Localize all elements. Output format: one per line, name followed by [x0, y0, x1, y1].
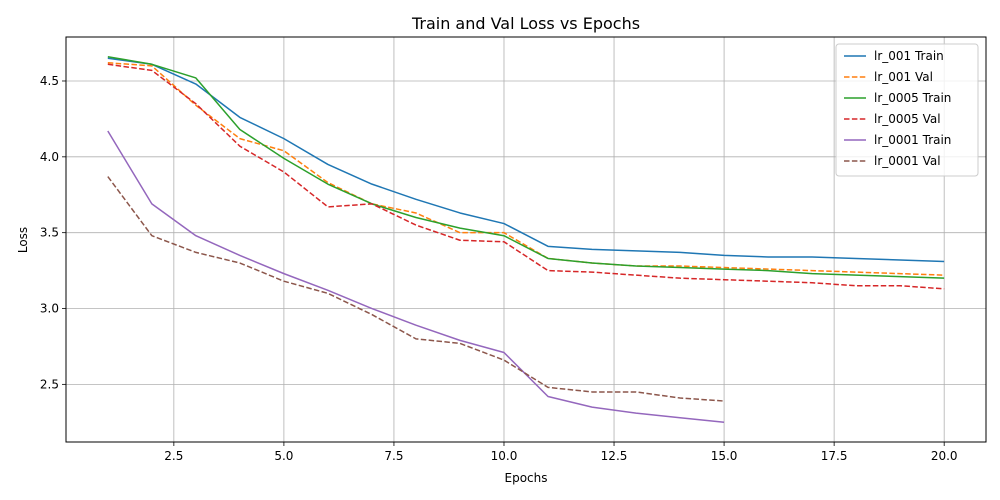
- series-line: [107, 63, 945, 290]
- chart-title: Train and Val Loss vs Epochs: [411, 14, 640, 33]
- legend-label: lr_0005 Val: [874, 112, 941, 126]
- y-tick-label: 3.0: [40, 302, 59, 316]
- series-line: [107, 55, 945, 279]
- y-tick-label: 4.5: [40, 74, 59, 88]
- x-axis-label: Epochs: [505, 471, 548, 485]
- legend: lr_001 Train lr_001 Val lr_0005 Train lr_00…: [835, 43, 979, 177]
- y-tick-label: 3.5: [40, 226, 59, 240]
- y-tick-label: 4.0: [40, 150, 59, 164]
- y-axis-ticks: 2.5 3.0 3.5 4.0 4.5: [40, 74, 66, 391]
- x-axis-ticks: 2.5 5.0 7.5 10.0 12.5 15.0 17.5 20.0: [164, 442, 958, 463]
- legend-label: lr_0001 Train: [874, 133, 951, 147]
- y-axis-label: Loss: [16, 227, 30, 253]
- y-tick-label: 2.5: [40, 377, 59, 391]
- series-line: [107, 130, 725, 424]
- x-tick-label: 2.5: [164, 449, 183, 463]
- x-tick-label: 12.5: [601, 449, 628, 463]
- legend-label: lr_0005 Train: [874, 91, 951, 105]
- legend-label: lr_001 Train: [874, 49, 944, 63]
- legend-box: [835, 43, 979, 177]
- plot-frame: [65, 36, 987, 443]
- series-lines: [107, 55, 945, 424]
- grid: [66, 37, 986, 442]
- legend-label: lr_0001 Val: [874, 154, 941, 168]
- x-tick-label: 15.0: [711, 449, 738, 463]
- x-tick-label: 17.5: [821, 449, 848, 463]
- x-tick-label: 5.0: [274, 449, 293, 463]
- x-tick-label: 7.5: [384, 449, 403, 463]
- x-tick-label: 20.0: [931, 449, 958, 463]
- series-line: [107, 62, 945, 276]
- series-line: [107, 176, 725, 402]
- x-tick-label: 10.0: [491, 449, 518, 463]
- series-line: [107, 57, 945, 263]
- legend-label: lr_001 Val: [874, 70, 933, 84]
